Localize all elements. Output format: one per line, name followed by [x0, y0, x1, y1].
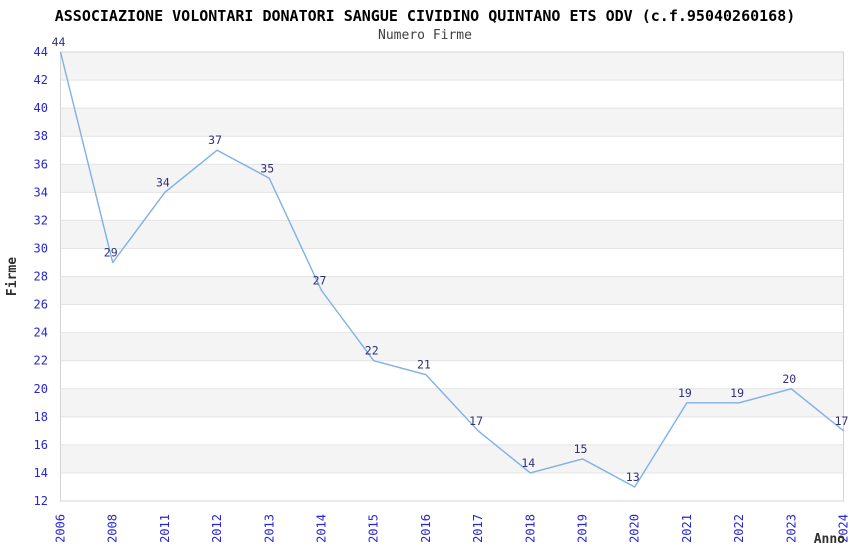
- y-tick-label: 38: [34, 129, 48, 143]
- x-tick-label: 2023: [784, 514, 798, 543]
- x-tick-label: 2008: [106, 514, 120, 543]
- x-tick-label: 2019: [576, 514, 590, 543]
- plot-band: [60, 220, 844, 249]
- y-tick-label: 22: [34, 354, 48, 368]
- y-tick-label: 30: [34, 241, 48, 255]
- y-tick-label: 14: [34, 466, 48, 480]
- x-tick-label: 2015: [367, 514, 381, 543]
- plot-band: [60, 164, 844, 193]
- series-line: [59, 51, 844, 488]
- data-label: 37: [208, 133, 222, 147]
- data-label: 34: [156, 175, 170, 189]
- chart-title: ASSOCIAZIONE VOLONTARI DONATORI SANGUE C…: [54, 7, 796, 25]
- y-tick-label: 40: [34, 101, 48, 115]
- plot-band: [60, 276, 844, 305]
- x-tick-label: 2017: [471, 514, 485, 543]
- y-tick-label: 20: [34, 382, 48, 396]
- y-tick-label: 16: [34, 438, 48, 452]
- y-tick-label: 28: [34, 270, 48, 284]
- y-tick-label: 36: [34, 157, 48, 171]
- y-tick-label: 44: [34, 45, 48, 59]
- x-tick-label: 2006: [54, 514, 68, 543]
- plot-band: [60, 444, 844, 473]
- data-label: 15: [574, 442, 588, 456]
- x-tick-label: 2022: [732, 514, 746, 543]
- data-label: 35: [260, 161, 274, 175]
- data-label: 27: [313, 274, 327, 288]
- x-tick-label: 2018: [523, 514, 537, 543]
- y-tick-label: 34: [34, 185, 48, 199]
- data-label: 14: [521, 456, 535, 470]
- chart-subtitle: Numero Firme: [378, 28, 472, 43]
- data-label: 29: [104, 246, 118, 260]
- x-tick-label: 2024: [837, 514, 850, 543]
- y-tick-label: 18: [34, 410, 48, 424]
- x-tick-label: 2014: [315, 514, 329, 543]
- y-tick-label: 26: [34, 298, 48, 312]
- plot-band: [60, 332, 844, 361]
- x-tick-label: 2011: [158, 514, 172, 543]
- data-label: 20: [782, 372, 796, 386]
- y-tick-label: 12: [34, 494, 48, 508]
- x-tick-label: 2013: [262, 514, 276, 543]
- x-tick-label: 2020: [628, 514, 642, 543]
- data-label: 17: [835, 414, 849, 428]
- x-tick-label: 2016: [419, 514, 433, 543]
- plot-frame: [60, 51, 844, 502]
- data-label: 44: [52, 35, 66, 49]
- data-label: 19: [678, 386, 692, 400]
- y-tick-label: 24: [34, 326, 48, 340]
- data-label: 19: [730, 386, 744, 400]
- x-tick-label: 2012: [210, 514, 224, 543]
- y-tick-label: 32: [34, 213, 48, 227]
- data-label: 21: [417, 358, 431, 372]
- x-tick-label: 2021: [680, 514, 694, 543]
- x-axis-title: Anno: [814, 532, 845, 547]
- y-axis-title: Firme: [5, 257, 20, 296]
- data-label: 22: [365, 344, 379, 358]
- plot-band: [60, 108, 844, 137]
- plot-band: [60, 52, 844, 81]
- data-label: 13: [626, 470, 640, 484]
- data-label: 17: [469, 414, 483, 428]
- y-tick-label: 42: [34, 73, 48, 87]
